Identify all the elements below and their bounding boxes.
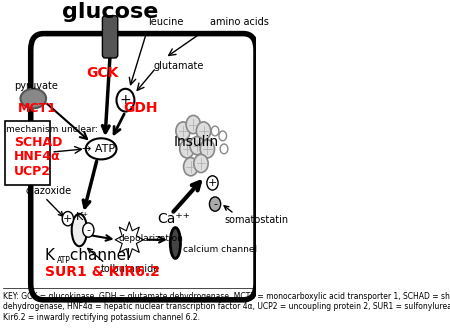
Text: GDH: GDH — [123, 101, 158, 115]
FancyBboxPatch shape — [31, 34, 256, 300]
Circle shape — [190, 137, 204, 155]
Text: SUR1 & KIR6.2: SUR1 & KIR6.2 — [45, 265, 160, 279]
Circle shape — [196, 122, 211, 140]
Text: Insulin: Insulin — [174, 135, 219, 149]
Text: → ATP: → ATP — [82, 144, 115, 154]
Circle shape — [62, 212, 73, 226]
FancyBboxPatch shape — [103, 16, 118, 58]
Ellipse shape — [72, 214, 87, 246]
Circle shape — [117, 89, 135, 112]
Circle shape — [200, 140, 215, 158]
Text: +: + — [120, 93, 131, 107]
Circle shape — [176, 122, 190, 140]
Text: K: K — [45, 248, 55, 264]
Text: glutamate: glutamate — [153, 61, 204, 71]
Text: -: - — [213, 199, 217, 209]
Text: channel: channel — [65, 248, 130, 264]
Text: MCT1: MCT1 — [18, 102, 57, 115]
Text: glucose: glucose — [62, 3, 158, 22]
Text: leucine: leucine — [148, 17, 184, 27]
Circle shape — [209, 197, 220, 211]
Circle shape — [83, 223, 94, 237]
Text: +: + — [63, 214, 72, 224]
Text: KEY: GCK = glucokinase, GDH = glutamate dehydrogenase, MCT1 = monocarboxylic aci: KEY: GCK = glucokinase, GDH = glutamate … — [3, 292, 450, 321]
Text: diazoxide: diazoxide — [26, 186, 72, 196]
Text: SCHAD: SCHAD — [14, 136, 63, 149]
Circle shape — [186, 115, 200, 134]
Text: -: - — [86, 225, 90, 235]
Text: depolarization: depolarization — [118, 234, 184, 243]
Text: tolbutamide: tolbutamide — [101, 264, 160, 274]
Text: amino acids: amino acids — [210, 17, 269, 27]
Circle shape — [184, 158, 198, 176]
Text: ATP: ATP — [57, 256, 71, 266]
Ellipse shape — [86, 138, 117, 160]
Circle shape — [211, 126, 219, 136]
Circle shape — [220, 144, 228, 154]
Text: GCK: GCK — [86, 65, 118, 80]
Circle shape — [219, 131, 226, 141]
Circle shape — [194, 154, 208, 172]
Text: Ca⁺⁺: Ca⁺⁺ — [158, 212, 190, 226]
Circle shape — [180, 140, 194, 158]
Polygon shape — [115, 222, 144, 258]
Text: somatostatin: somatostatin — [224, 215, 288, 225]
Text: K⁺: K⁺ — [76, 212, 89, 222]
Text: UCP2: UCP2 — [14, 165, 51, 178]
Ellipse shape — [21, 89, 46, 108]
Circle shape — [207, 176, 218, 190]
Ellipse shape — [170, 228, 180, 259]
FancyBboxPatch shape — [5, 121, 50, 185]
Text: mechanism unclear:: mechanism unclear: — [6, 125, 99, 134]
Text: HNF4α: HNF4α — [14, 150, 61, 164]
Text: calcium channel: calcium channel — [183, 245, 257, 254]
Text: +: + — [208, 178, 217, 188]
Text: pyruvate: pyruvate — [14, 81, 58, 90]
